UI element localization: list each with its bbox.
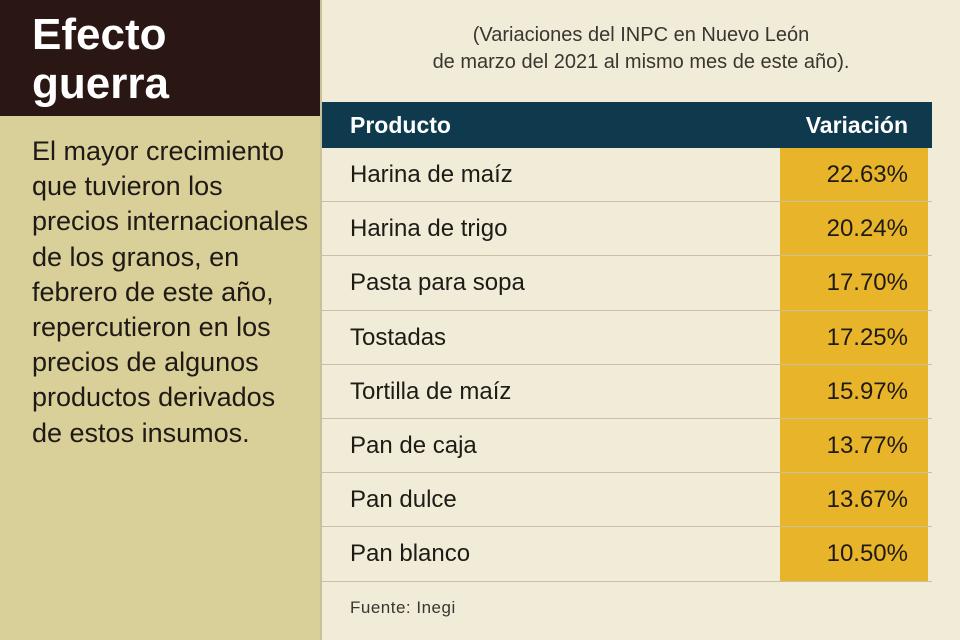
product-cell: Pan de caja [350,431,477,459]
variation-value: 17.25% [826,323,908,351]
product-cell: Pan dulce [350,486,457,514]
variation-cell: 10.50% [780,527,928,581]
page-title: Efecto guerra [32,10,169,108]
table-header: Producto Variación [322,102,932,148]
divider [320,0,322,640]
variation-cell: 20.24% [780,202,928,256]
variation-value: 17.70% [826,269,908,297]
variation-cell: 15.97% [780,364,928,418]
variation-value: 20.24% [826,215,908,243]
variation-cell: 22.63% [780,148,928,202]
product-cell: Tostadas [350,323,447,351]
variation-value: 13.67% [826,486,908,514]
source-note: Fuente: Inegi [350,598,456,617]
subtitle-line-1: (Variaciones del INPC en Nuevo León [472,24,810,46]
subtitle: (Variaciones del INPC en Nuevo León de m… [322,22,960,76]
table-row: Harina de trigo 20.24% [322,202,932,257]
subtitle-line-2: de marzo del 2021 al mismo mes de este a… [432,51,850,73]
table-row: Pan dulce 13.67% [322,473,932,528]
product-cell: Tortilla de maíz [350,377,512,405]
variation-cell: 17.70% [780,256,928,310]
sidebar-panel: Efecto guerra El mayor crecimiento que t… [0,0,320,640]
variation-cell: 13.77% [780,418,928,473]
variation-cell: 17.25% [780,310,928,364]
product-cell: Pan blanco [350,540,471,568]
variation-cell: 13.67% [780,473,928,527]
variation-value: 15.97% [826,377,908,405]
table-row: Pan blanco 10.50% [322,527,932,582]
product-cell: Harina de trigo [350,215,508,243]
table-row: Harina de maíz 22.63% [322,148,932,203]
variation-value: 13.77% [826,431,908,459]
variation-value: 10.50% [826,540,908,568]
intro-text: El mayor crecimiento que tuvieron los pr… [32,136,309,448]
table-body: Harina de maíz 22.63% Harina de trigo 20.24… [322,148,932,582]
table-row: Tortilla de maíz 15.97% [322,364,932,419]
table-row: Tostadas 17.25% [322,310,932,365]
variation-value: 22.63% [826,161,908,188]
table-row: Pan de caja 13.77% [322,418,932,474]
table-row: Pasta para sopa 17.70% [322,256,932,311]
title-box: Efecto guerra [0,0,320,116]
header-product: Producto [350,112,451,138]
header-variation: Variación [805,112,908,138]
inpc-table: Producto Variación Harina de maíz 22.63% H… [322,102,932,582]
product-cell: Pasta para sopa [350,269,525,297]
product-cell: Harina de maíz [350,161,513,188]
